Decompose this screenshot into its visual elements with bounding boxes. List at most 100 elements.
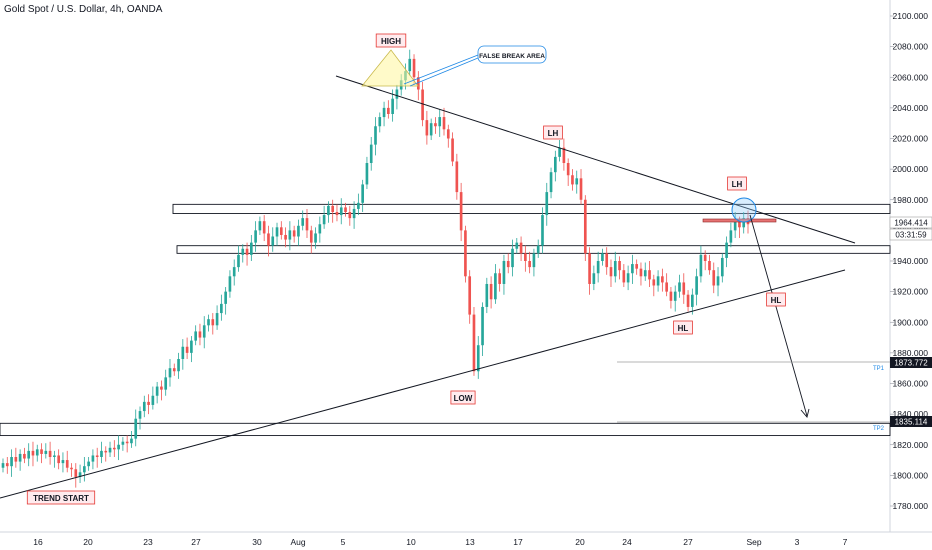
ascending-trendline[interactable] [0,269,846,499]
candle [237,245,240,272]
candle [357,193,360,216]
candle-body [352,208,356,219]
candle [545,182,549,226]
candle-body [562,147,566,163]
candle-body [57,455,60,464]
candle [121,437,125,451]
candle-body [489,283,493,300]
candle [65,450,69,473]
candle-body [502,261,506,284]
candle-body [121,441,125,445]
candle-body [661,276,664,283]
candle-body [318,224,322,234]
candle [352,201,356,229]
candle-body [438,117,442,127]
candle [241,244,245,263]
label-low: LOW [450,390,476,405]
candle [416,71,420,101]
candle-body [10,457,13,467]
price-tick-label: 1880.000 [893,348,929,358]
candle-body [554,156,557,173]
candle-body [652,279,656,286]
candle-body [344,207,347,212]
candle-body [211,319,215,326]
candle-body [494,273,497,300]
candle-body [468,276,472,315]
candle [130,430,133,448]
candle-body [686,294,690,307]
candle-body [40,449,43,454]
candle-body [27,450,31,459]
descending-trendline[interactable] [335,75,856,244]
candle-body [592,273,596,284]
candle [682,273,686,304]
candle [275,222,279,246]
candle [459,182,463,242]
candle-body [622,270,626,283]
candle-body [339,207,343,216]
candle [215,305,219,330]
candle [198,323,202,346]
candle-body [61,460,65,464]
candle-body [656,276,660,286]
candle [181,339,185,370]
candle-body [331,205,335,212]
candle [708,254,711,275]
candle [455,153,459,200]
candle [635,259,639,275]
candle [142,395,146,418]
candle [339,198,343,225]
candle-body [481,306,484,346]
candle [673,285,677,312]
time-tick-label: 7 [843,537,848,547]
zone-band [172,203,891,214]
candle [451,132,454,167]
price-axis[interactable]: 2100.000 2080.000 2060.000 2040.000 2020.000… [890,11,928,511]
time-tick-label: 13 [465,537,475,547]
chart-title: Gold Spot / U.S. Dollar, 4h, OANDA [4,4,163,15]
candle-body [425,120,429,136]
candle-body [643,270,647,277]
candle [284,227,287,248]
candle [464,225,467,283]
candle-body [309,230,313,243]
candle [583,195,587,261]
price-tick-label: 1860.000 [893,379,929,389]
candle-body [14,457,18,462]
candle [164,369,168,396]
candle [566,158,570,186]
candle-body [241,248,245,255]
time-axis[interactable]: 16 20 23 27 30 Aug 5 10 13 17 20 24 27 Sep 3 7 [33,537,847,547]
candle [147,394,150,415]
candle-body [348,212,352,219]
candle [288,221,292,251]
tp1-price-value: 1873.772 [894,359,928,368]
candle-body [382,107,386,118]
tp2-price-tag: 1835.114 [890,416,932,427]
candle [481,302,484,356]
time-tick-label: 27 [683,537,693,547]
candle [57,449,60,470]
price-tick-label: 1800.000 [893,470,929,480]
candle [31,441,35,467]
candle [733,212,737,239]
zone-band [176,245,891,254]
candle [117,435,120,461]
candle [686,290,690,312]
candle-body [258,221,262,231]
candle-body [365,163,369,185]
candle-body [172,368,176,372]
candle [528,251,531,274]
candle-body [733,221,737,231]
candle [631,254,634,284]
candle [151,386,155,410]
time-tick-label: 5 [341,537,346,547]
candle-body [601,253,604,261]
candle [194,325,197,346]
candle [639,262,643,286]
candle [14,447,18,468]
candle [327,201,330,223]
candle-body [202,325,206,338]
candle-body [511,248,514,268]
